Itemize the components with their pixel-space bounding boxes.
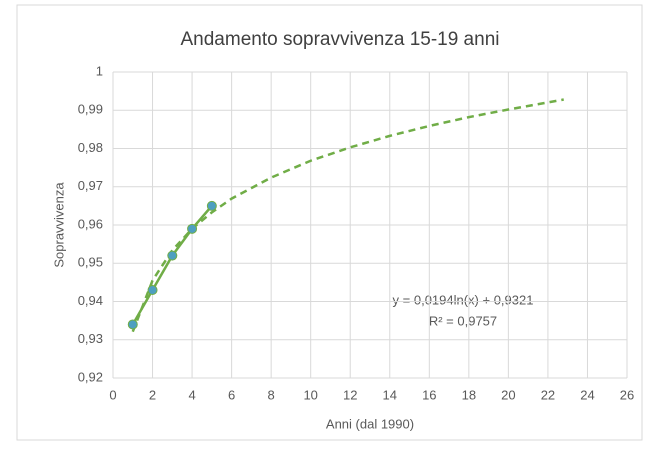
x-axis-label: Anni (dal 1990) — [326, 416, 414, 431]
x-tick-label: 22 — [541, 387, 555, 402]
trendline-r2: R² = 0,9757 — [429, 313, 497, 328]
x-tick-label: 26 — [620, 387, 634, 402]
data-point — [187, 223, 198, 234]
y-tick-label: 0,92 — [78, 369, 103, 384]
y-tick-label: 0,99 — [78, 102, 103, 117]
x-tick-label: 4 — [188, 387, 195, 402]
data-point — [127, 319, 138, 330]
chart-title: Andamento sopravvivenza 15-19 anni — [181, 29, 500, 50]
y-tick-label: 0,98 — [78, 140, 103, 155]
x-tick-label: 20 — [501, 387, 515, 402]
y-tick-label: 1 — [96, 63, 103, 78]
x-tick-label: 14 — [383, 387, 397, 402]
x-tick-label: 12 — [343, 387, 357, 402]
x-tick-label: 24 — [580, 387, 594, 402]
y-tick-label: 0,97 — [78, 178, 103, 193]
data-point — [147, 285, 158, 296]
data-point — [167, 250, 178, 261]
y-tick-label: 0,96 — [78, 216, 103, 231]
x-tick-label: 0 — [109, 387, 116, 402]
x-tick-label: 6 — [228, 387, 235, 402]
x-tick-label: 18 — [462, 387, 476, 402]
x-tick-label: 16 — [422, 387, 436, 402]
y-tick-label: 0,93 — [78, 331, 103, 346]
chart-border — [16, 4, 643, 441]
x-tick-label: 8 — [268, 387, 275, 402]
y-axis-label: Sopravvivenza — [51, 182, 66, 268]
trendline-equation: y = 0,0194ln(x) + 0,9321 — [393, 292, 534, 307]
y-tick-label: 0,95 — [78, 255, 103, 270]
y-tick-label: 0,94 — [78, 293, 103, 308]
x-tick-label: 2 — [149, 387, 156, 402]
data-point — [206, 200, 217, 211]
x-tick-label: 10 — [303, 387, 317, 402]
